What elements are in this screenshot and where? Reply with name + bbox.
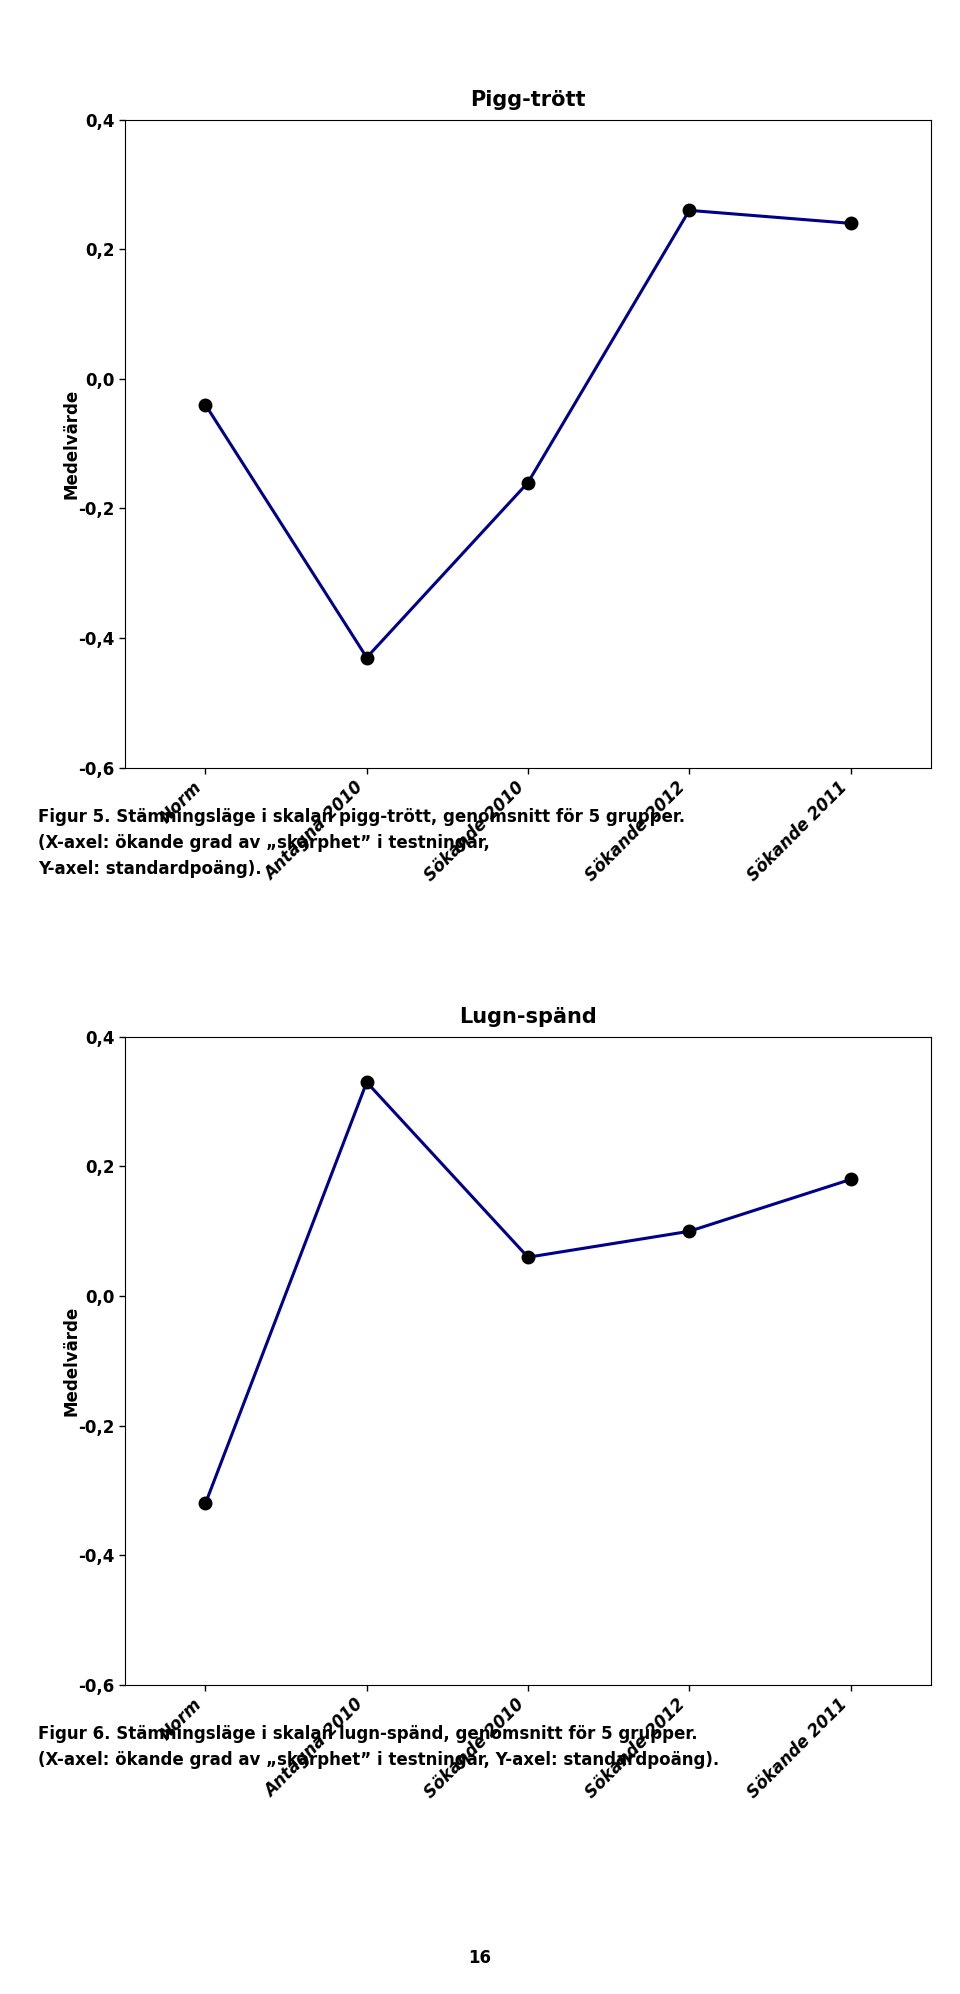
Y-axis label: Medelvärde: Medelvärde [62, 389, 80, 498]
Text: 16: 16 [468, 1948, 492, 1968]
Text: Figur 5. Stämningsläge i skalan pigg-trött, genomsnitt för 5 grupper.
(X-axel: ö: Figur 5. Stämningsläge i skalan pigg-trö… [38, 808, 685, 879]
Title: Lugn-spänd: Lugn-spänd [459, 1007, 597, 1027]
Y-axis label: Medelvärde: Medelvärde [62, 1306, 80, 1416]
Title: Pigg-trött: Pigg-trött [470, 90, 586, 110]
Text: Figur 6. Stämningsläge i skalan lugn-spänd, genomsnitt för 5 grupper.
(X-axel: ö: Figur 6. Stämningsläge i skalan lugn-spä… [38, 1725, 720, 1769]
